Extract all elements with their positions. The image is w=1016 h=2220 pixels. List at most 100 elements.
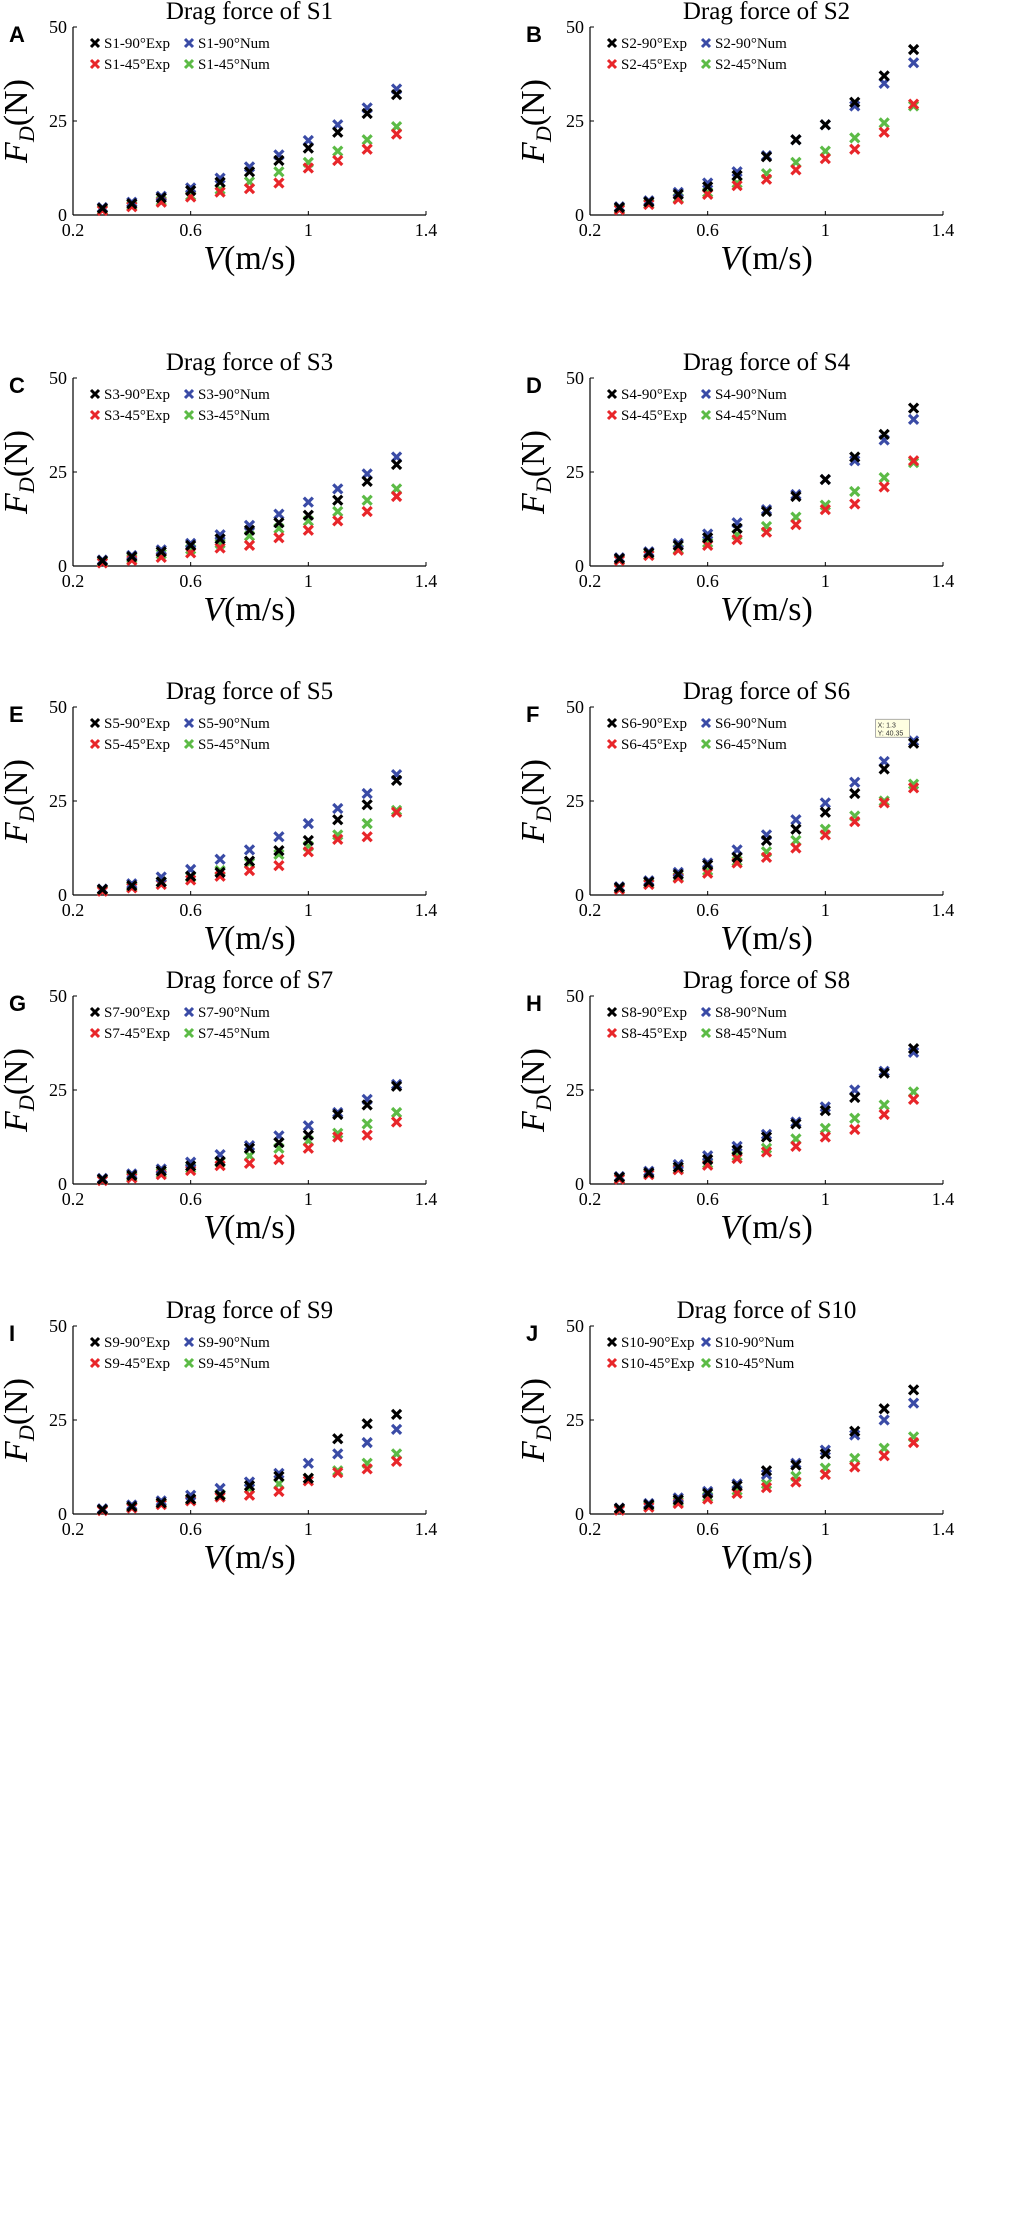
y-tick-label: 0 <box>58 205 67 225</box>
legend-entry: S1-90°Exp <box>89 36 170 52</box>
y-tick-label: 50 <box>49 368 67 388</box>
data-point <box>849 485 861 498</box>
data-point <box>302 142 314 154</box>
data-point <box>332 483 344 495</box>
data-point <box>302 1472 314 1484</box>
data-point <box>243 1140 256 1152</box>
legend-marker <box>89 1336 101 1348</box>
data-point <box>760 151 773 163</box>
chart-title: Drag force of S3 <box>166 349 333 376</box>
legend-label: S10-45°Num <box>715 1356 795 1372</box>
y-tick-label: 0 <box>58 1174 67 1194</box>
y-axis-label: FD(N) <box>0 759 39 844</box>
legend-entry: S7-45°Num <box>183 1026 270 1042</box>
legend-entry: S3-90°Num <box>183 387 270 403</box>
legend-label: S3-90°Exp <box>104 387 170 403</box>
legend-entry: S9-45°Exp <box>89 1356 170 1372</box>
data-point <box>613 1502 626 1514</box>
panel-j: J Drag force of S10 0 25 50 0.2 0.6 1 1.4 V(m/s) F… <box>515 1297 954 1576</box>
legend-label: S7-90°Exp <box>104 1005 170 1021</box>
data-point <box>643 196 655 208</box>
data-point <box>731 851 743 864</box>
x-tick-label: 0.2 <box>579 1519 602 1539</box>
y-axis-label: FD(N) <box>515 759 556 844</box>
y-axis-label: FD(N) <box>515 430 556 515</box>
data-point <box>760 1131 773 1143</box>
legend-entry: S9-90°Exp <box>89 1335 170 1351</box>
legend-label: S10-90°Num <box>715 1335 795 1351</box>
data-point <box>760 834 773 847</box>
legend-entry: S3-45°Num <box>183 408 270 424</box>
data-point <box>273 831 285 843</box>
data-point <box>302 509 314 521</box>
legend-entry: S7-90°Exp <box>89 1005 170 1021</box>
data-point <box>790 490 802 503</box>
x-tick-label: 0.2 <box>62 900 85 920</box>
chart-title: Drag force of S6 <box>683 678 850 705</box>
data-point <box>155 1497 167 1509</box>
legend-marker <box>606 1357 618 1369</box>
data-point <box>790 134 802 146</box>
legend-marker <box>606 37 618 49</box>
y-tick-label: 50 <box>49 1316 67 1336</box>
y-tick-label: 0 <box>575 205 584 225</box>
y-tick-label: 0 <box>58 885 67 905</box>
legend-entry: S8-90°Num <box>700 1005 787 1021</box>
x-tick-label: 1.4 <box>415 571 438 591</box>
y-tick-label: 25 <box>49 462 67 482</box>
x-tick-label: 0.2 <box>62 1189 85 1209</box>
legend-entry: S2-45°Num <box>700 57 787 73</box>
data-point <box>613 881 626 894</box>
legend-entry: S6-45°Exp <box>606 737 687 753</box>
x-tick-label: 0.2 <box>62 571 85 591</box>
data-point <box>878 1099 890 1111</box>
data-point <box>390 1408 403 1420</box>
legend-label: S2-45°Exp <box>621 57 687 73</box>
legend-label: S1-45°Num <box>198 57 270 73</box>
data-point <box>672 1158 684 1171</box>
data-point <box>302 1129 314 1141</box>
legend-entry: S6-90°Num <box>700 716 787 732</box>
data-point <box>332 145 344 157</box>
data-point <box>273 1153 285 1166</box>
legend-entry: S2-90°Exp <box>606 36 687 52</box>
panel-b: B Drag force of S2 0 25 50 0.2 0.6 1 1.4 V(m/s) FD… <box>515 0 954 277</box>
data-point <box>243 166 256 178</box>
legend-marker <box>183 37 195 49</box>
data-point <box>819 829 831 841</box>
data-point <box>273 508 285 520</box>
x-tick-label: 1.4 <box>932 900 955 920</box>
data-point <box>214 1489 226 1501</box>
chart-title: Drag force of S2 <box>683 0 850 25</box>
legend-marker <box>700 1336 712 1348</box>
data-point <box>907 1384 920 1396</box>
legend-entry: S8-90°Exp <box>606 1005 687 1021</box>
data-point <box>731 180 743 192</box>
data-point <box>878 797 890 809</box>
panel-letter: A <box>9 22 25 47</box>
x-tick-label: 1 <box>821 1189 830 1209</box>
legend-label: S6-90°Exp <box>621 716 687 732</box>
data-point <box>907 782 920 794</box>
legend-marker <box>89 388 101 400</box>
data-point <box>731 522 743 535</box>
data-point <box>907 1436 920 1449</box>
legend-label: S4-90°Exp <box>621 387 687 403</box>
y-tick-label: 25 <box>566 462 584 482</box>
y-tick-label: 50 <box>566 697 584 717</box>
data-point <box>243 1157 256 1169</box>
legend-entry: S4-90°Exp <box>606 387 687 403</box>
legend-entry: S1-45°Exp <box>89 57 170 73</box>
legend-marker <box>183 58 195 70</box>
data-point <box>790 1118 802 1130</box>
data-point <box>361 1418 373 1430</box>
legend-label: S7-45°Num <box>198 1026 270 1042</box>
data-point <box>790 164 802 176</box>
data-point <box>760 1465 773 1477</box>
legend-marker <box>183 409 195 421</box>
legend-marker <box>700 58 712 70</box>
data-point <box>878 126 890 138</box>
legend-marker <box>700 37 712 49</box>
data-point <box>273 166 285 178</box>
